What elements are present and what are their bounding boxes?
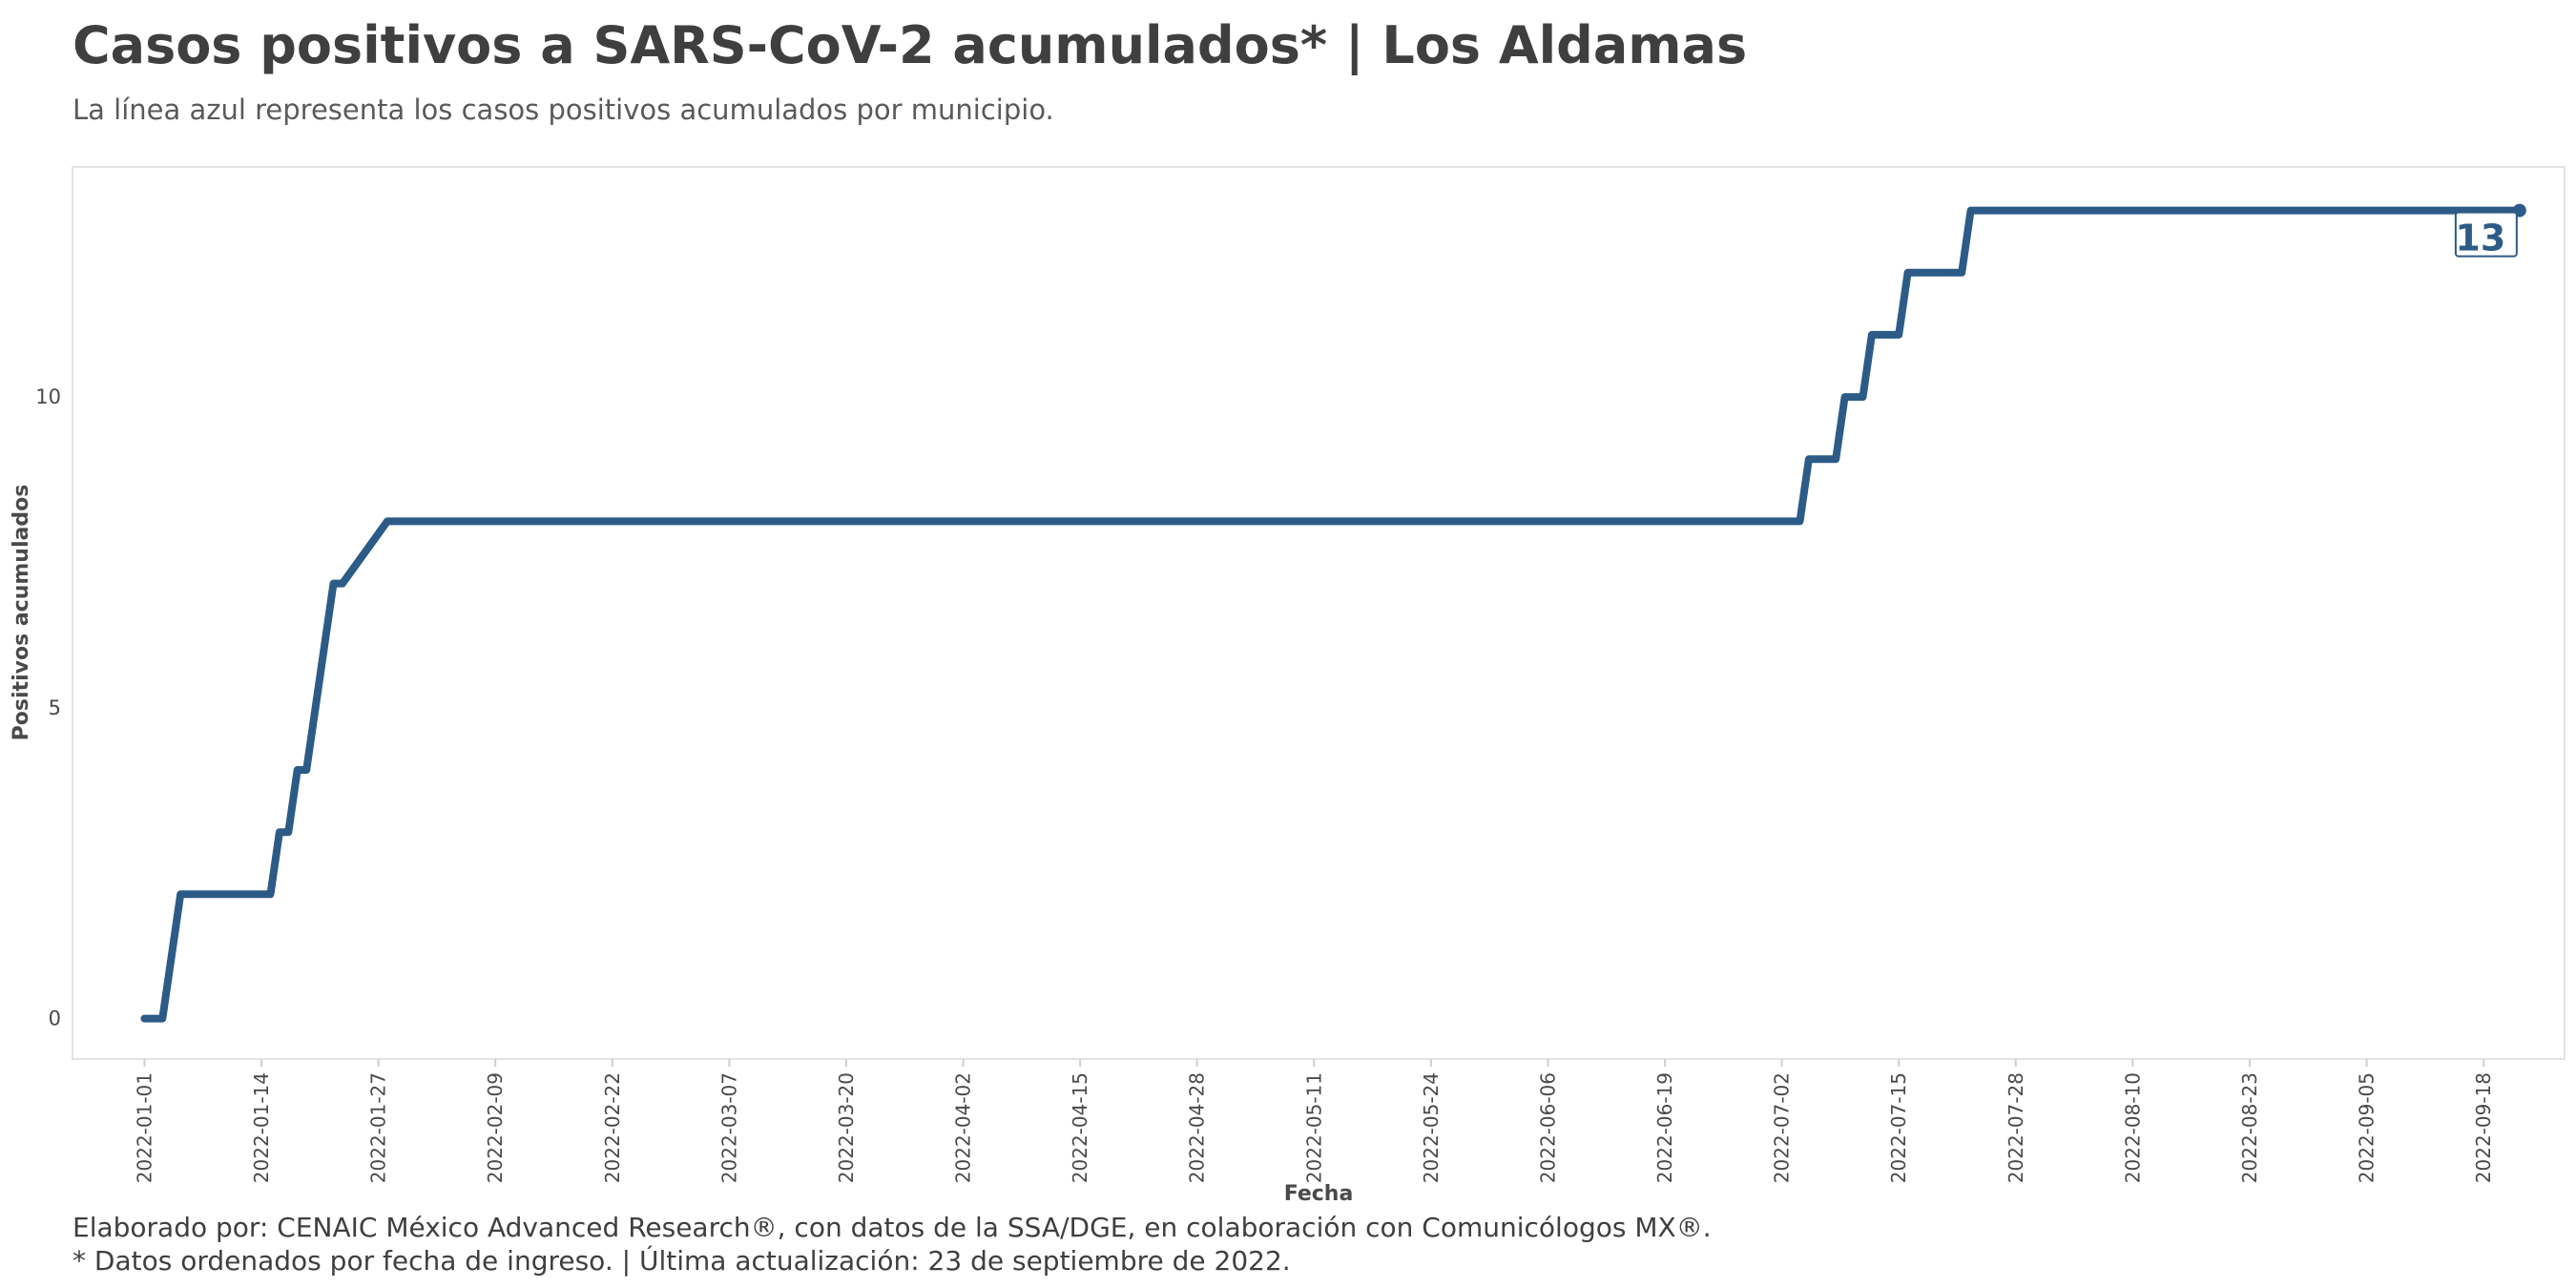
x-tick-label: 2022-09-18	[2472, 1072, 2495, 1183]
chart-subtitle: La línea azul representa los casos posit…	[73, 93, 1054, 126]
x-tick-label: 2022-05-11	[1302, 1072, 1325, 1183]
x-tick-label: 2022-04-15	[1069, 1072, 1091, 1183]
x-tick-label: 2022-07-15	[1887, 1072, 1910, 1183]
x-tick-label: 2022-01-01	[133, 1072, 156, 1183]
x-tick-label: 2022-02-09	[484, 1072, 507, 1183]
x-tick-label: 2022-04-02	[952, 1072, 975, 1183]
plot-panel	[72, 166, 2566, 1060]
caption-note: * Datos ordenados por fecha de ingreso. …	[73, 1245, 1291, 1277]
x-tick-label: 2022-06-06	[1536, 1072, 1559, 1183]
x-tick-label: 2022-03-20	[835, 1072, 858, 1183]
x-tick-label: 2022-08-10	[2121, 1072, 2144, 1183]
x-tick-label: 2022-04-28	[1186, 1072, 1209, 1183]
y-tick-label: 10	[35, 385, 61, 408]
x-tick-label: 2022-06-19	[1653, 1072, 1676, 1183]
end-value-label-box	[2454, 211, 2518, 258]
x-tick-label: 2022-07-28	[2005, 1072, 2027, 1183]
y-tick-label: 0	[49, 1008, 61, 1030]
chart-title: Casos positivos a SARS-CoV-2 acumulados*…	[73, 15, 1748, 75]
x-tick-label: 2022-07-02	[1771, 1072, 1794, 1183]
series-line	[140, 206, 2524, 1023]
x-tick-label: 2022-09-05	[2356, 1072, 2379, 1183]
x-axis-ticks: 2022-01-01 2022-01-14 2022-01-27 2022-02-09…	[133, 1059, 2495, 1183]
x-tick-label: 2022-08-23	[2238, 1072, 2261, 1183]
x-tick-label: 2022-03-07	[717, 1072, 740, 1183]
end-value-label: 13	[2455, 218, 2505, 260]
x-tick-label: 2022-01-27	[367, 1072, 390, 1183]
caption-credits: Elaborado por: CENAIC México Advanced Re…	[73, 1212, 1712, 1243]
x-tick-label: 2022-05-24	[1420, 1072, 1443, 1183]
x-axis-title: Fecha	[1284, 1182, 1354, 1206]
y-tick-label: 5	[49, 696, 61, 719]
series-layer: 13	[140, 203, 2526, 1023]
y-axis-ticks: 0 5 10	[35, 385, 61, 1030]
y-axis-title: Positivos acumulados	[10, 485, 33, 741]
x-tick-label: 2022-02-22	[601, 1072, 624, 1183]
x-tick-label: 2022-01-14	[250, 1072, 273, 1183]
